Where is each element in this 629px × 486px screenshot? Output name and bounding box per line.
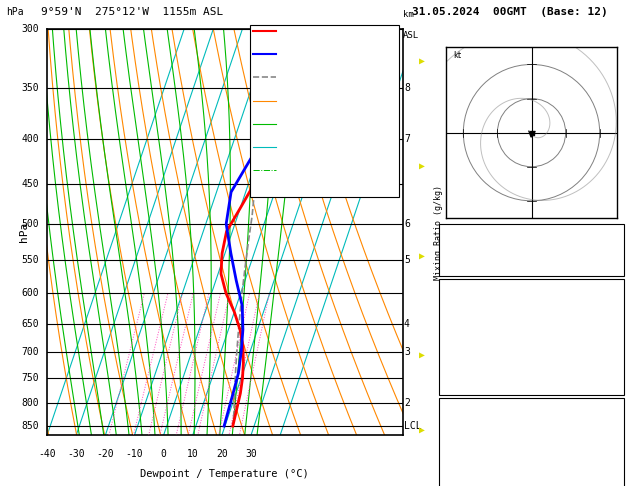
Text: Temperature: Temperature bbox=[280, 27, 331, 35]
Text: 31.05.2024  00GMT  (Base: 12): 31.05.2024 00GMT (Base: 12) bbox=[412, 7, 608, 17]
Text: 6: 6 bbox=[404, 219, 410, 229]
Text: 5: 5 bbox=[404, 255, 410, 265]
Text: 2: 2 bbox=[131, 438, 135, 443]
Text: 6: 6 bbox=[174, 438, 178, 443]
Text: ▶: ▶ bbox=[418, 425, 425, 435]
Text: -20: -20 bbox=[97, 449, 114, 459]
Text: 850: 850 bbox=[22, 421, 40, 431]
Text: 888: 888 bbox=[608, 416, 623, 425]
Text: hPa: hPa bbox=[19, 222, 29, 242]
Text: Lifted Index: Lifted Index bbox=[440, 448, 500, 457]
Text: -3: -3 bbox=[613, 448, 623, 457]
Text: Wet Adiabat: Wet Adiabat bbox=[280, 119, 331, 128]
Text: CAPE (J): CAPE (J) bbox=[440, 464, 481, 473]
Text: -3: -3 bbox=[613, 345, 623, 354]
Text: 600: 600 bbox=[22, 288, 40, 298]
Text: 3: 3 bbox=[404, 347, 410, 357]
Text: © weatheronline.co.uk: © weatheronline.co.uk bbox=[510, 472, 623, 481]
Text: 20: 20 bbox=[225, 438, 233, 443]
Text: CIN (J): CIN (J) bbox=[440, 480, 476, 486]
Text: K: K bbox=[440, 226, 445, 235]
Text: 44: 44 bbox=[613, 242, 623, 251]
Text: Pressure (mb): Pressure (mb) bbox=[440, 416, 505, 425]
Text: Isotherm: Isotherm bbox=[280, 142, 317, 151]
Text: Surface: Surface bbox=[513, 280, 550, 290]
Text: θₑ(K): θₑ(K) bbox=[440, 329, 465, 338]
Text: 0: 0 bbox=[618, 377, 623, 386]
Text: 450: 450 bbox=[22, 179, 40, 189]
Text: 1: 1 bbox=[107, 438, 111, 443]
Text: 0: 0 bbox=[161, 449, 167, 459]
Text: 10: 10 bbox=[194, 438, 202, 443]
Text: CAPE (J): CAPE (J) bbox=[440, 361, 481, 370]
Text: 19.7: 19.7 bbox=[603, 312, 623, 322]
Text: 550: 550 bbox=[22, 255, 40, 265]
Text: ASL: ASL bbox=[403, 31, 420, 40]
Text: 350: 350 bbox=[22, 83, 40, 93]
Text: Dewpoint / Temperature (°C): Dewpoint / Temperature (°C) bbox=[140, 469, 309, 480]
Text: ▶: ▶ bbox=[418, 250, 425, 260]
Text: 800: 800 bbox=[22, 398, 40, 408]
Text: 650: 650 bbox=[22, 319, 40, 329]
Text: Mixing Ratio: Mixing Ratio bbox=[280, 165, 335, 174]
Text: Dry Adiabat: Dry Adiabat bbox=[280, 96, 331, 105]
Text: Dewpoint: Dewpoint bbox=[280, 50, 317, 59]
Text: Totals Totals: Totals Totals bbox=[440, 242, 505, 251]
Text: 500: 500 bbox=[22, 219, 40, 229]
Text: Temp (°C): Temp (°C) bbox=[440, 296, 486, 306]
Text: 4: 4 bbox=[158, 438, 162, 443]
Text: kt: kt bbox=[453, 51, 461, 60]
Text: Dewp (°C): Dewp (°C) bbox=[440, 312, 486, 322]
Text: CIN (J): CIN (J) bbox=[440, 377, 476, 386]
Text: PW (cm): PW (cm) bbox=[440, 258, 476, 267]
Text: 25: 25 bbox=[235, 438, 243, 443]
Text: 0: 0 bbox=[618, 480, 623, 486]
Text: -10: -10 bbox=[126, 449, 143, 459]
Text: 3: 3 bbox=[147, 438, 151, 443]
FancyBboxPatch shape bbox=[250, 25, 399, 197]
Text: km: km bbox=[403, 10, 414, 19]
Text: 7: 7 bbox=[404, 134, 410, 144]
Text: 10: 10 bbox=[187, 449, 199, 459]
Text: 2: 2 bbox=[404, 398, 410, 408]
Text: 9°59'N  275°12'W  1155m ASL: 9°59'N 275°12'W 1155m ASL bbox=[41, 7, 223, 17]
Text: -30: -30 bbox=[67, 449, 85, 459]
Text: 8: 8 bbox=[186, 438, 190, 443]
Text: 4: 4 bbox=[404, 319, 410, 329]
Text: -40: -40 bbox=[38, 449, 56, 459]
Text: 750: 750 bbox=[22, 373, 40, 383]
Text: 20: 20 bbox=[216, 449, 228, 459]
Text: LCL: LCL bbox=[404, 421, 421, 431]
Text: Most Unstable: Most Unstable bbox=[496, 399, 567, 409]
Text: 355: 355 bbox=[608, 329, 623, 338]
Text: Parcel Trajectory: Parcel Trajectory bbox=[280, 73, 359, 82]
Text: 355: 355 bbox=[608, 432, 623, 441]
Text: 16: 16 bbox=[215, 438, 223, 443]
Text: Lifted Index: Lifted Index bbox=[440, 345, 500, 354]
Text: Mixing Ratio (g/kg): Mixing Ratio (g/kg) bbox=[433, 185, 443, 279]
Text: 22.7: 22.7 bbox=[603, 296, 623, 306]
Text: 725: 725 bbox=[608, 361, 623, 370]
Text: hPa: hPa bbox=[6, 7, 24, 17]
Text: 300: 300 bbox=[22, 24, 40, 34]
Text: 725: 725 bbox=[608, 464, 623, 473]
Text: 4.21: 4.21 bbox=[603, 258, 623, 267]
Text: ▶: ▶ bbox=[418, 350, 425, 360]
Text: 8: 8 bbox=[404, 83, 410, 93]
Text: 39: 39 bbox=[613, 226, 623, 235]
Text: 700: 700 bbox=[22, 347, 40, 357]
Text: 30: 30 bbox=[245, 449, 257, 459]
Text: ▶: ▶ bbox=[418, 56, 425, 66]
Text: 400: 400 bbox=[22, 134, 40, 144]
Text: θₑ (K): θₑ (K) bbox=[440, 432, 470, 441]
Text: ▶: ▶ bbox=[418, 160, 425, 170]
